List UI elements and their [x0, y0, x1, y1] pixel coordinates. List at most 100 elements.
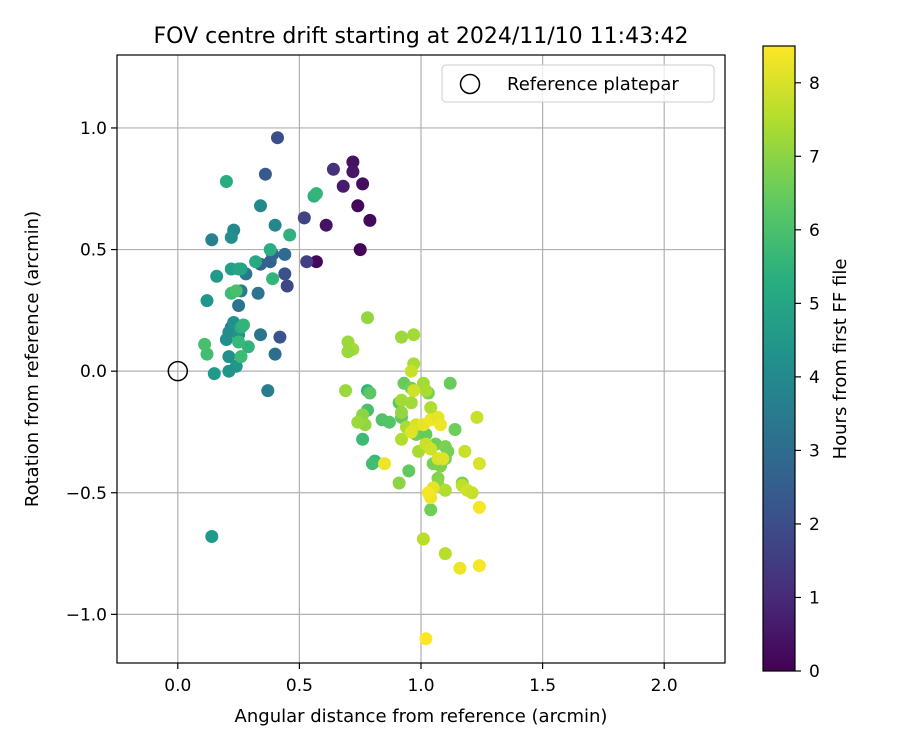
x-axis-label: Angular distance from reference (arcmin): [235, 706, 608, 727]
data-point: [473, 501, 486, 514]
data-point: [220, 333, 233, 346]
data-point: [395, 394, 408, 407]
colorbar-tick-label: 6: [809, 221, 820, 241]
data-point: [363, 214, 376, 227]
data-point: [271, 131, 284, 144]
data-point: [356, 177, 369, 190]
data-point: [300, 255, 313, 268]
y-tick-label: −1.0: [66, 605, 107, 625]
data-point: [383, 416, 396, 429]
data-point: [205, 233, 218, 246]
data-point: [208, 367, 221, 380]
colorbar: 0 1 2 3 4 5 6 7 8 Hours from first FF file: [763, 46, 851, 682]
data-point: [342, 345, 355, 358]
data-point: [470, 411, 483, 424]
data-point: [201, 294, 214, 307]
colorbar-tick-label: 7: [809, 147, 820, 167]
data-point: [434, 418, 447, 431]
data-point: [278, 267, 291, 280]
data-point: [320, 219, 333, 232]
y-tick-label: 1.0: [80, 119, 107, 139]
legend: Reference platepar: [442, 65, 714, 102]
data-point: [269, 219, 282, 232]
data-point: [393, 477, 406, 490]
data-point: [354, 243, 367, 256]
x-tick-label: 1.5: [529, 676, 556, 696]
data-point: [417, 533, 430, 546]
data-point: [230, 284, 243, 297]
plot-area: 0.0 0.5 1.0 1.5 2.0 −1.0 −0.5 0.0 0.5 1.0: [66, 55, 725, 696]
data-point: [273, 331, 286, 344]
chart-figure: FOV centre drift starting at 2024/11/10 …: [0, 0, 900, 750]
data-point: [444, 377, 457, 390]
data-point: [395, 406, 408, 419]
data-point: [473, 559, 486, 572]
data-point: [436, 452, 449, 465]
colorbar-tick-label: 1: [809, 588, 820, 608]
colorbar-ticks: 0 1 2 3 4 5 6 7 8: [795, 74, 820, 682]
y-tick-label: −0.5: [66, 484, 107, 504]
data-point: [232, 336, 245, 349]
data-point: [198, 338, 211, 351]
data-point: [466, 486, 479, 499]
data-point: [220, 175, 233, 188]
colorbar-label: Hours from first FF file: [830, 259, 851, 460]
data-point: [378, 457, 391, 470]
chart-title: FOV centre drift starting at 2024/11/10 …: [154, 24, 689, 49]
data-point: [261, 384, 274, 397]
colorbar-tick-label: 8: [809, 74, 820, 94]
data-point: [366, 457, 379, 470]
data-point: [473, 457, 486, 470]
data-point: [266, 272, 279, 285]
data-point: [407, 384, 420, 397]
data-point: [278, 248, 291, 261]
data-point: [339, 384, 352, 397]
data-point: [419, 384, 432, 397]
data-point: [259, 168, 272, 181]
data-point: [254, 328, 267, 341]
x-tick-label: 0.5: [286, 676, 313, 696]
data-point: [225, 231, 238, 244]
data-point: [407, 328, 420, 341]
data-point: [405, 365, 418, 378]
data-point: [337, 180, 350, 193]
data-point: [205, 530, 218, 543]
data-point: [419, 632, 432, 645]
data-point: [235, 350, 248, 363]
data-point: [254, 199, 267, 212]
x-tick-label: 0.0: [164, 676, 191, 696]
data-point: [281, 280, 294, 293]
colorbar-tick-label: 2: [809, 515, 820, 535]
data-point: [269, 348, 282, 361]
data-point: [363, 387, 376, 400]
y-tick-label: 0.5: [80, 241, 107, 261]
legend-label-reference: Reference platepar: [507, 74, 679, 95]
data-point: [210, 270, 223, 283]
data-point: [346, 165, 359, 178]
data-point: [422, 486, 435, 499]
data-point: [395, 331, 408, 344]
data-point: [222, 365, 235, 378]
data-point: [249, 255, 262, 268]
data-point: [453, 562, 466, 575]
data-point: [458, 445, 471, 458]
y-axis-ticks: −1.0 −0.5 0.0 0.5 1.0: [66, 119, 117, 625]
x-tick-label: 1.0: [407, 676, 434, 696]
data-point: [361, 311, 374, 324]
data-point: [252, 287, 265, 300]
data-point: [232, 299, 245, 312]
data-point: [439, 484, 452, 497]
data-point: [327, 163, 340, 176]
data-point: [237, 319, 250, 332]
colorbar-tick-label: 3: [809, 441, 820, 461]
data-point: [310, 187, 323, 200]
data-point: [232, 263, 245, 276]
data-point: [298, 211, 311, 224]
data-point: [264, 243, 277, 256]
colorbar-tick-label: 0: [809, 662, 820, 682]
y-axis-label: Rotation from reference (arcmin): [22, 211, 43, 507]
x-tick-label: 2.0: [651, 676, 678, 696]
data-point: [449, 423, 462, 436]
data-point: [283, 229, 296, 242]
colorbar-gradient: [763, 46, 795, 671]
